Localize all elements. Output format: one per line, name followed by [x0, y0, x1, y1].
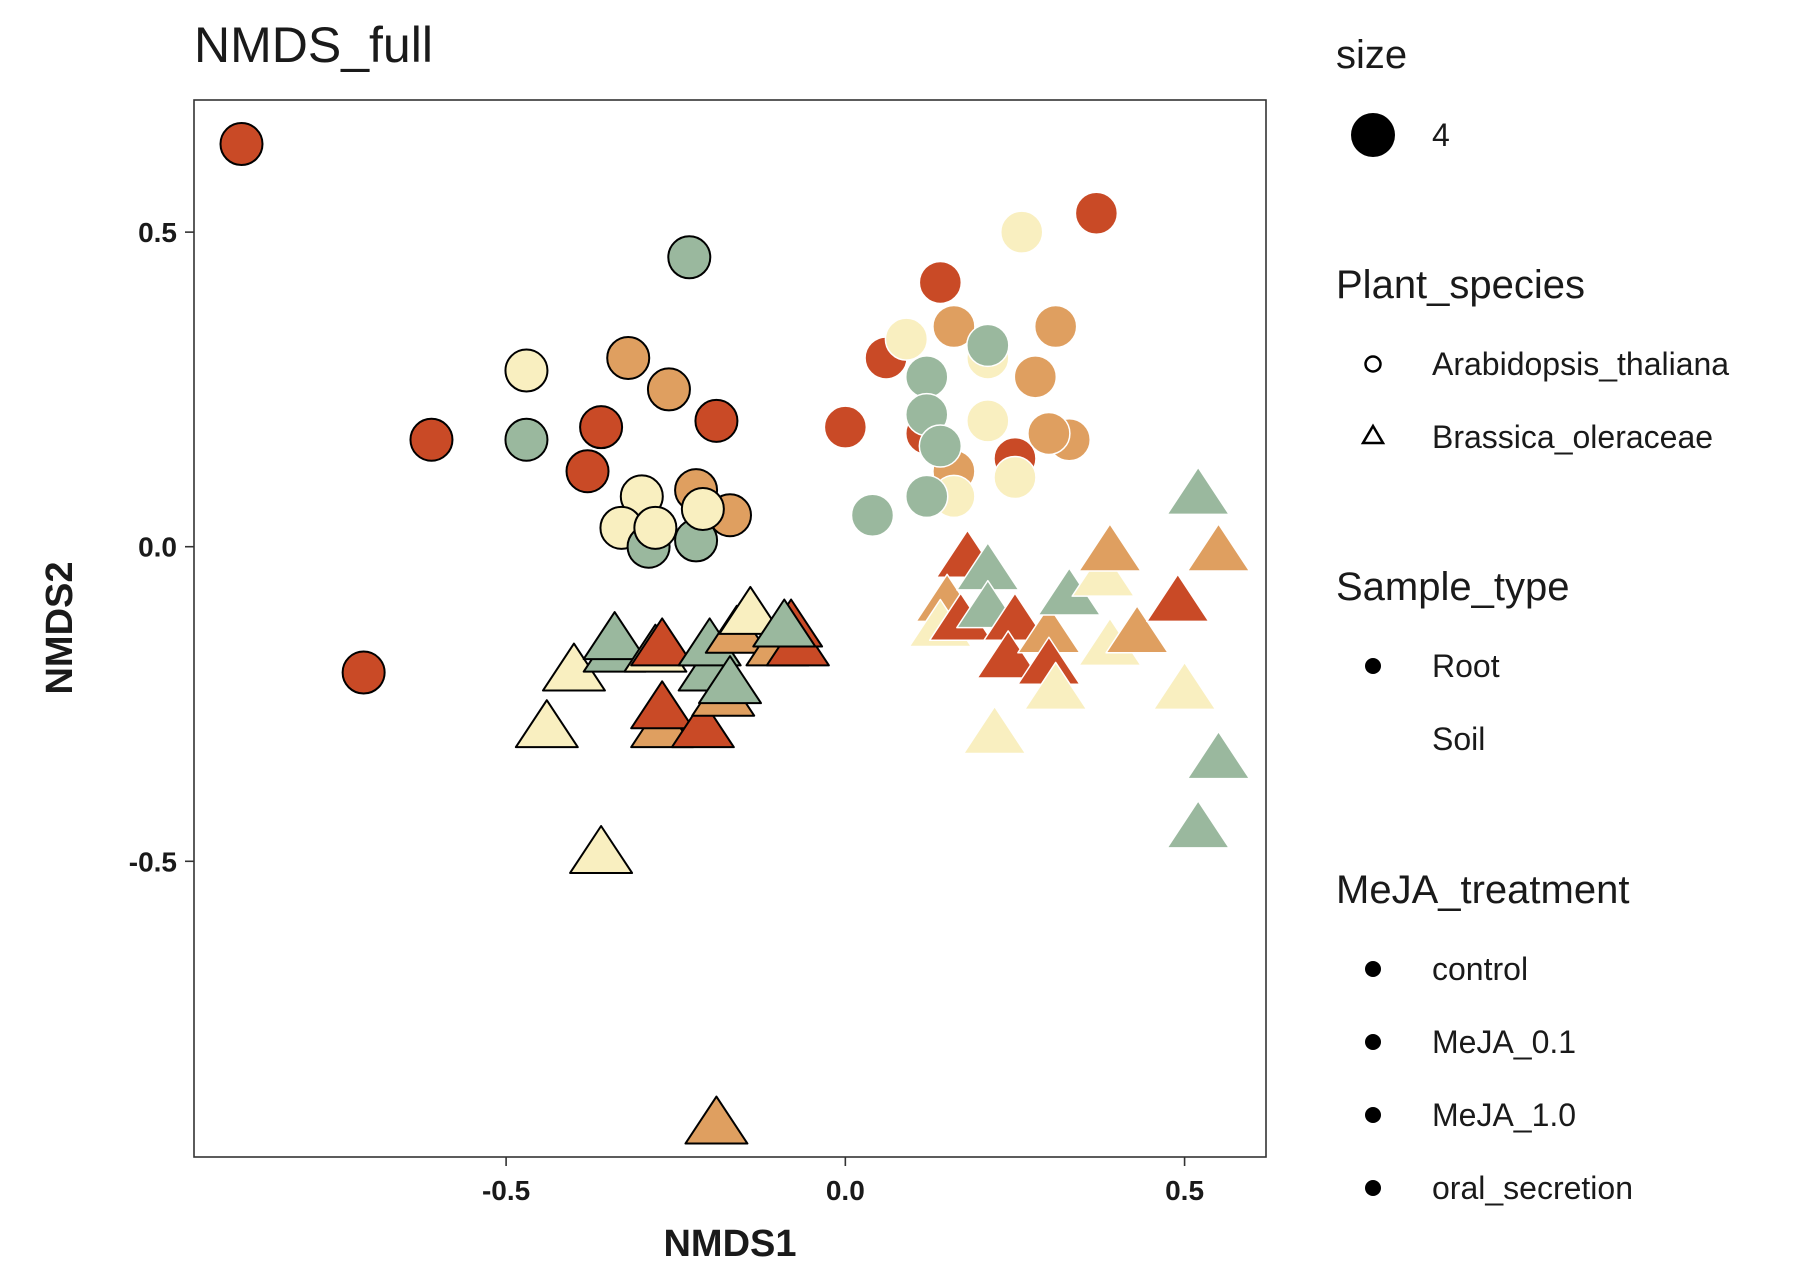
series-0	[219, 122, 752, 695]
data-point-triangle	[630, 680, 695, 730]
data-point-triangle	[1186, 523, 1251, 572]
data-point-triangle	[1186, 730, 1251, 780]
data-point-triangle	[1071, 548, 1135, 597]
data-point-circle	[918, 424, 963, 468]
legend-control-key	[1365, 961, 1381, 977]
axes: -0.5 0.0 0.5 0.5 0.0 -0.5	[129, 217, 1204, 1206]
data-point-circle	[409, 417, 454, 462]
data-point-triangle	[1023, 661, 1088, 711]
x-axis-title: NMDS1	[663, 1223, 796, 1265]
legend-sample-type-title: Sample_type	[1336, 565, 1569, 609]
data-point-circle	[667, 235, 712, 280]
data-point-triangle	[684, 1095, 749, 1145]
legend-circle-key	[1364, 355, 1382, 373]
data-point-triangle	[698, 655, 762, 705]
data-point-circle	[823, 405, 868, 449]
y-tick-label: -0.5	[129, 846, 177, 877]
data-point-triangle	[1105, 605, 1169, 654]
data-point-circle	[646, 367, 691, 412]
data-point-circle	[219, 122, 264, 167]
x-tick-label: 0.5	[1165, 1175, 1204, 1206]
legend: size 4 Plant_species Arabidopsis_thalian…	[1336, 33, 1729, 1206]
data-point-circle	[565, 449, 610, 494]
legend-meja-1-0-key	[1365, 1107, 1381, 1123]
data-point-circle	[579, 405, 624, 450]
legend-size-title: size	[1336, 33, 1407, 77]
legend-treatment-title: MeJA_treatment	[1336, 868, 1629, 912]
legend-meja-0-1-key	[1365, 1034, 1381, 1050]
data-point-triangle	[1166, 466, 1230, 516]
data-point-triangle	[718, 585, 783, 635]
series-1	[823, 191, 1119, 537]
y-tick-label: 0.5	[138, 217, 177, 248]
data-point-circle	[993, 455, 1037, 500]
data-point-triangle	[569, 825, 634, 874]
data-point-triangle	[582, 611, 647, 661]
data-point-circle	[905, 474, 949, 519]
data-point-circle	[918, 260, 963, 305]
data-point-circle	[1013, 355, 1058, 399]
legend-oral-secretion-key	[1365, 1180, 1381, 1196]
data-point-circle	[1027, 411, 1071, 456]
series-2	[514, 585, 830, 1145]
legend-triangle-key	[1360, 423, 1386, 445]
legend-treatment-label-oral-secretion: oral_secretion	[1432, 1170, 1633, 1206]
legend-plant-species-title: Plant_species	[1336, 263, 1585, 307]
series-3	[908, 466, 1251, 849]
legend-treatment-label-control: control	[1432, 951, 1528, 987]
data-point-triangle	[630, 617, 695, 667]
data-point-circle	[341, 650, 386, 695]
data-point-triangle	[514, 699, 579, 749]
data-point-triangle	[752, 598, 817, 648]
legend-size-label: 4	[1432, 117, 1450, 153]
data-point-circle	[504, 348, 549, 393]
legend-root-key	[1365, 658, 1381, 674]
data-point-circle	[1074, 191, 1119, 235]
legend-treatment-label-meja-1-0: MeJA_1.0	[1432, 1097, 1576, 1133]
data-point-circle	[850, 493, 895, 537]
data-point-triangle	[1146, 573, 1210, 623]
chart-title: NMDS_full	[194, 17, 433, 73]
legend-treatment-label-meja-0-1: MeJA_0.1	[1432, 1024, 1576, 1060]
data-point-circle	[633, 505, 678, 550]
y-axis-title: NMDS2	[39, 561, 81, 694]
legend-sample-type-label-soil: Soil	[1432, 721, 1485, 757]
data-point-circle	[606, 335, 651, 380]
legend-size-key	[1351, 113, 1395, 157]
data-point-triangle	[1078, 523, 1142, 572]
data-point-circle	[966, 399, 1010, 443]
data-point-triangle	[670, 699, 735, 749]
points-layer	[219, 122, 1251, 1145]
data-point-triangle	[1152, 661, 1217, 711]
data-point-circle	[680, 486, 725, 531]
data-point-circle	[694, 398, 739, 443]
y-tick-label: 0.0	[138, 532, 177, 563]
data-point-circle	[1033, 304, 1078, 349]
legend-sample-type-label-root: Root	[1432, 648, 1500, 684]
data-point-circle	[905, 355, 949, 399]
data-point-triangle	[976, 630, 1040, 679]
data-point-triangle	[1166, 800, 1230, 849]
legend-plant-species-label-arabidopsis: Arabidopsis_thaliana	[1432, 346, 1729, 382]
x-tick-label: -0.5	[482, 1175, 530, 1206]
data-point-triangle	[962, 705, 1027, 755]
data-point-circle	[932, 304, 976, 349]
data-point-circle	[504, 417, 549, 462]
data-point-circle	[966, 323, 1010, 368]
data-point-circle	[884, 317, 929, 361]
x-tick-label: 0.0	[826, 1175, 865, 1206]
legend-plant-species-label-brassica: Brassica_oleraceae	[1432, 419, 1713, 455]
data-point-circle	[999, 210, 1044, 254]
